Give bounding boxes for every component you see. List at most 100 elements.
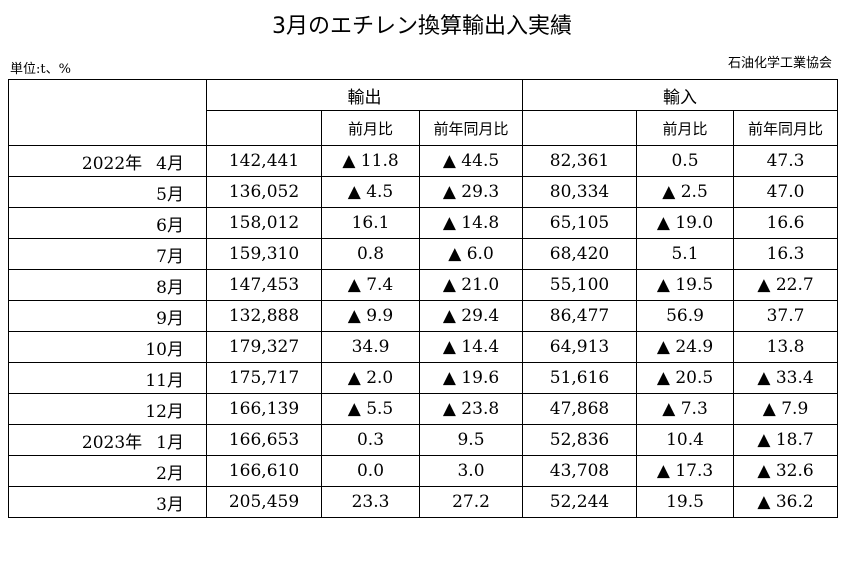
table-row: 11月 175,717 ▲ 2.0 ▲ 19.6 51,616 ▲ 20.5 ▲ 33.4	[8, 362, 839, 394]
table-row: 2月 166,610 0.0 3.0 43,708 ▲ 17.3 ▲ 32.6	[8, 455, 839, 487]
period-cell: 9月	[8, 300, 207, 332]
export-mom-cell: 34.9	[321, 331, 420, 363]
export-mom-cell: 0.8	[321, 238, 420, 270]
period-cell: 2023年 1月	[8, 424, 207, 456]
month-label: 10月	[145, 339, 184, 360]
table-row: 9月 132,888 ▲ 9.9 ▲ 29.4 86,477 56.9 37.7	[8, 300, 839, 332]
table-row: 7月 159,310 0.8 ▲ 6.0 68,420 5.1 16.3	[8, 238, 839, 270]
import-mom-cell: 5.1	[636, 238, 735, 270]
import-yoy-cell: ▲ 22.7	[733, 269, 839, 301]
import-mom-cell: 19.5	[636, 486, 735, 518]
export-mom-cell: ▲ 2.0	[321, 362, 420, 394]
import-volume-cell: 52,244	[522, 486, 638, 518]
period-cell: 5月	[8, 176, 207, 208]
export-volume-header	[206, 110, 322, 146]
source-label: 石油化学工業協会	[727, 56, 832, 71]
table-row: 3月 205,459 23.3 27.2 52,244 19.5 ▲ 36.2	[8, 486, 839, 518]
table-row: 8月 147,453 ▲ 7.4 ▲ 21.0 55,100 ▲ 19.5 ▲ 22.7	[8, 269, 839, 301]
period-cell: 8月	[8, 269, 207, 301]
month-label: 4月	[156, 153, 184, 174]
import-yoy-cell: 47.0	[733, 176, 839, 208]
import-yoy-cell: ▲ 18.7	[733, 424, 839, 456]
import-yoy-cell: 13.8	[733, 331, 839, 363]
export-mom-cell: 0.0	[321, 455, 420, 487]
export-mom-cell: ▲ 9.9	[321, 300, 420, 332]
export-yoy-cell: ▲ 14.8	[418, 207, 524, 239]
export-yoy-cell: ▲ 44.5	[418, 145, 524, 177]
export-yoy-cell: ▲ 29.3	[418, 176, 524, 208]
import-yoy-cell: ▲ 33.4	[733, 362, 839, 394]
export-volume-cell: 179,327	[206, 331, 322, 363]
table-row: 10月 179,327 34.9 ▲ 14.4 64,913 ▲ 24.9 13.8	[8, 331, 839, 363]
month-label: 7月	[156, 246, 184, 267]
export-yoy-cell: ▲ 14.4	[418, 331, 524, 363]
import-yoy-cell: ▲ 32.6	[733, 455, 839, 487]
import-mom-cell: 56.9	[636, 300, 735, 332]
import-mom-cell: ▲ 7.3	[636, 393, 735, 425]
period-cell: 3月	[8, 486, 207, 518]
import-mom-header: 前月比	[636, 110, 735, 146]
export-yoy-cell: 27.2	[418, 486, 524, 518]
month-label: 12月	[145, 401, 184, 422]
export-mom-cell: ▲ 7.4	[321, 269, 420, 301]
month-label: 5月	[156, 184, 184, 205]
month-label: 9月	[156, 308, 184, 329]
month-label: 3月	[156, 494, 184, 515]
import-mom-cell: ▲ 17.3	[636, 455, 735, 487]
export-volume-cell: 166,139	[206, 393, 322, 425]
period-cell: 11月	[8, 362, 207, 394]
import-volume-cell: 51,616	[522, 362, 638, 394]
import-volume-cell: 64,913	[522, 331, 638, 363]
import-volume-cell: 82,361	[522, 145, 638, 177]
export-mom-header: 前月比	[321, 110, 420, 146]
export-header: 輸出	[205, 79, 524, 111]
import-volume-cell: 55,100	[522, 269, 638, 301]
export-mom-cell: 23.3	[321, 486, 420, 518]
export-yoy-cell: ▲ 29.4	[418, 300, 524, 332]
import-mom-cell: ▲ 19.0	[636, 207, 735, 239]
import-mom-cell: 0.5	[636, 145, 735, 177]
period-cell: 2月	[8, 455, 207, 487]
export-volume-cell: 175,717	[206, 362, 322, 394]
import-volume-header	[522, 110, 638, 146]
period-cell: 6月	[8, 207, 207, 239]
import-mom-cell: ▲ 2.5	[636, 176, 735, 208]
import-yoy-cell: 16.3	[733, 238, 839, 270]
page-title: 3月のエチレン換算輸出入実績	[272, 14, 572, 39]
year-label: 2023年	[81, 432, 143, 453]
import-yoy-cell: 16.6	[733, 207, 839, 239]
export-yoy-cell: ▲ 19.6	[418, 362, 524, 394]
import-mom-cell: ▲ 20.5	[636, 362, 735, 394]
export-yoy-cell: ▲ 23.8	[418, 393, 524, 425]
import-yoy-header: 前年同月比	[733, 110, 839, 146]
export-mom-cell: 16.1	[321, 207, 420, 239]
import-header: 輸入	[522, 79, 839, 111]
corner-cell	[8, 79, 207, 146]
import-volume-cell: 52,836	[522, 424, 638, 456]
import-yoy-cell: 47.3	[733, 145, 839, 177]
import-mom-cell: ▲ 24.9	[636, 331, 735, 363]
export-yoy-cell: 9.5	[418, 424, 524, 456]
export-volume-cell: 205,459	[206, 486, 322, 518]
export-mom-cell: ▲ 5.5	[321, 393, 420, 425]
import-volume-cell: 43,708	[522, 455, 638, 487]
month-label: 11月	[145, 370, 184, 391]
import-volume-cell: 68,420	[522, 238, 638, 270]
export-volume-cell: 132,888	[206, 300, 322, 332]
table-row: 12月 166,139 ▲ 5.5 ▲ 23.8 47,868 ▲ 7.3 ▲ 7.9	[8, 393, 839, 425]
period-cell: 12月	[8, 393, 207, 425]
period-cell: 7月	[8, 238, 207, 270]
export-volume-cell: 159,310	[206, 238, 322, 270]
import-yoy-cell: ▲ 7.9	[733, 393, 839, 425]
export-volume-cell: 147,453	[206, 269, 322, 301]
trade-table: 輸出 輸入 前月比 前年同月比 前月比 前年同月比 2022年 4月 142,441…	[8, 79, 839, 518]
import-yoy-cell: 37.7	[733, 300, 839, 332]
table-row: 6月 158,012 16.1 ▲ 14.8 65,105 ▲ 19.0 16.6	[8, 207, 839, 239]
import-volume-cell: 86,477	[522, 300, 638, 332]
export-yoy-cell: ▲ 6.0	[418, 238, 524, 270]
table-row: 2022年 4月 142,441 ▲ 11.8 ▲ 44.5 82,361 0.5 47.3	[8, 145, 839, 177]
import-mom-cell: 10.4	[636, 424, 735, 456]
export-volume-cell: 166,653	[206, 424, 322, 456]
table-body: 2022年 4月 142,441 ▲ 11.8 ▲ 44.5 82,361 0.5 47.3 5…	[8, 145, 839, 518]
import-volume-cell: 80,334	[522, 176, 638, 208]
